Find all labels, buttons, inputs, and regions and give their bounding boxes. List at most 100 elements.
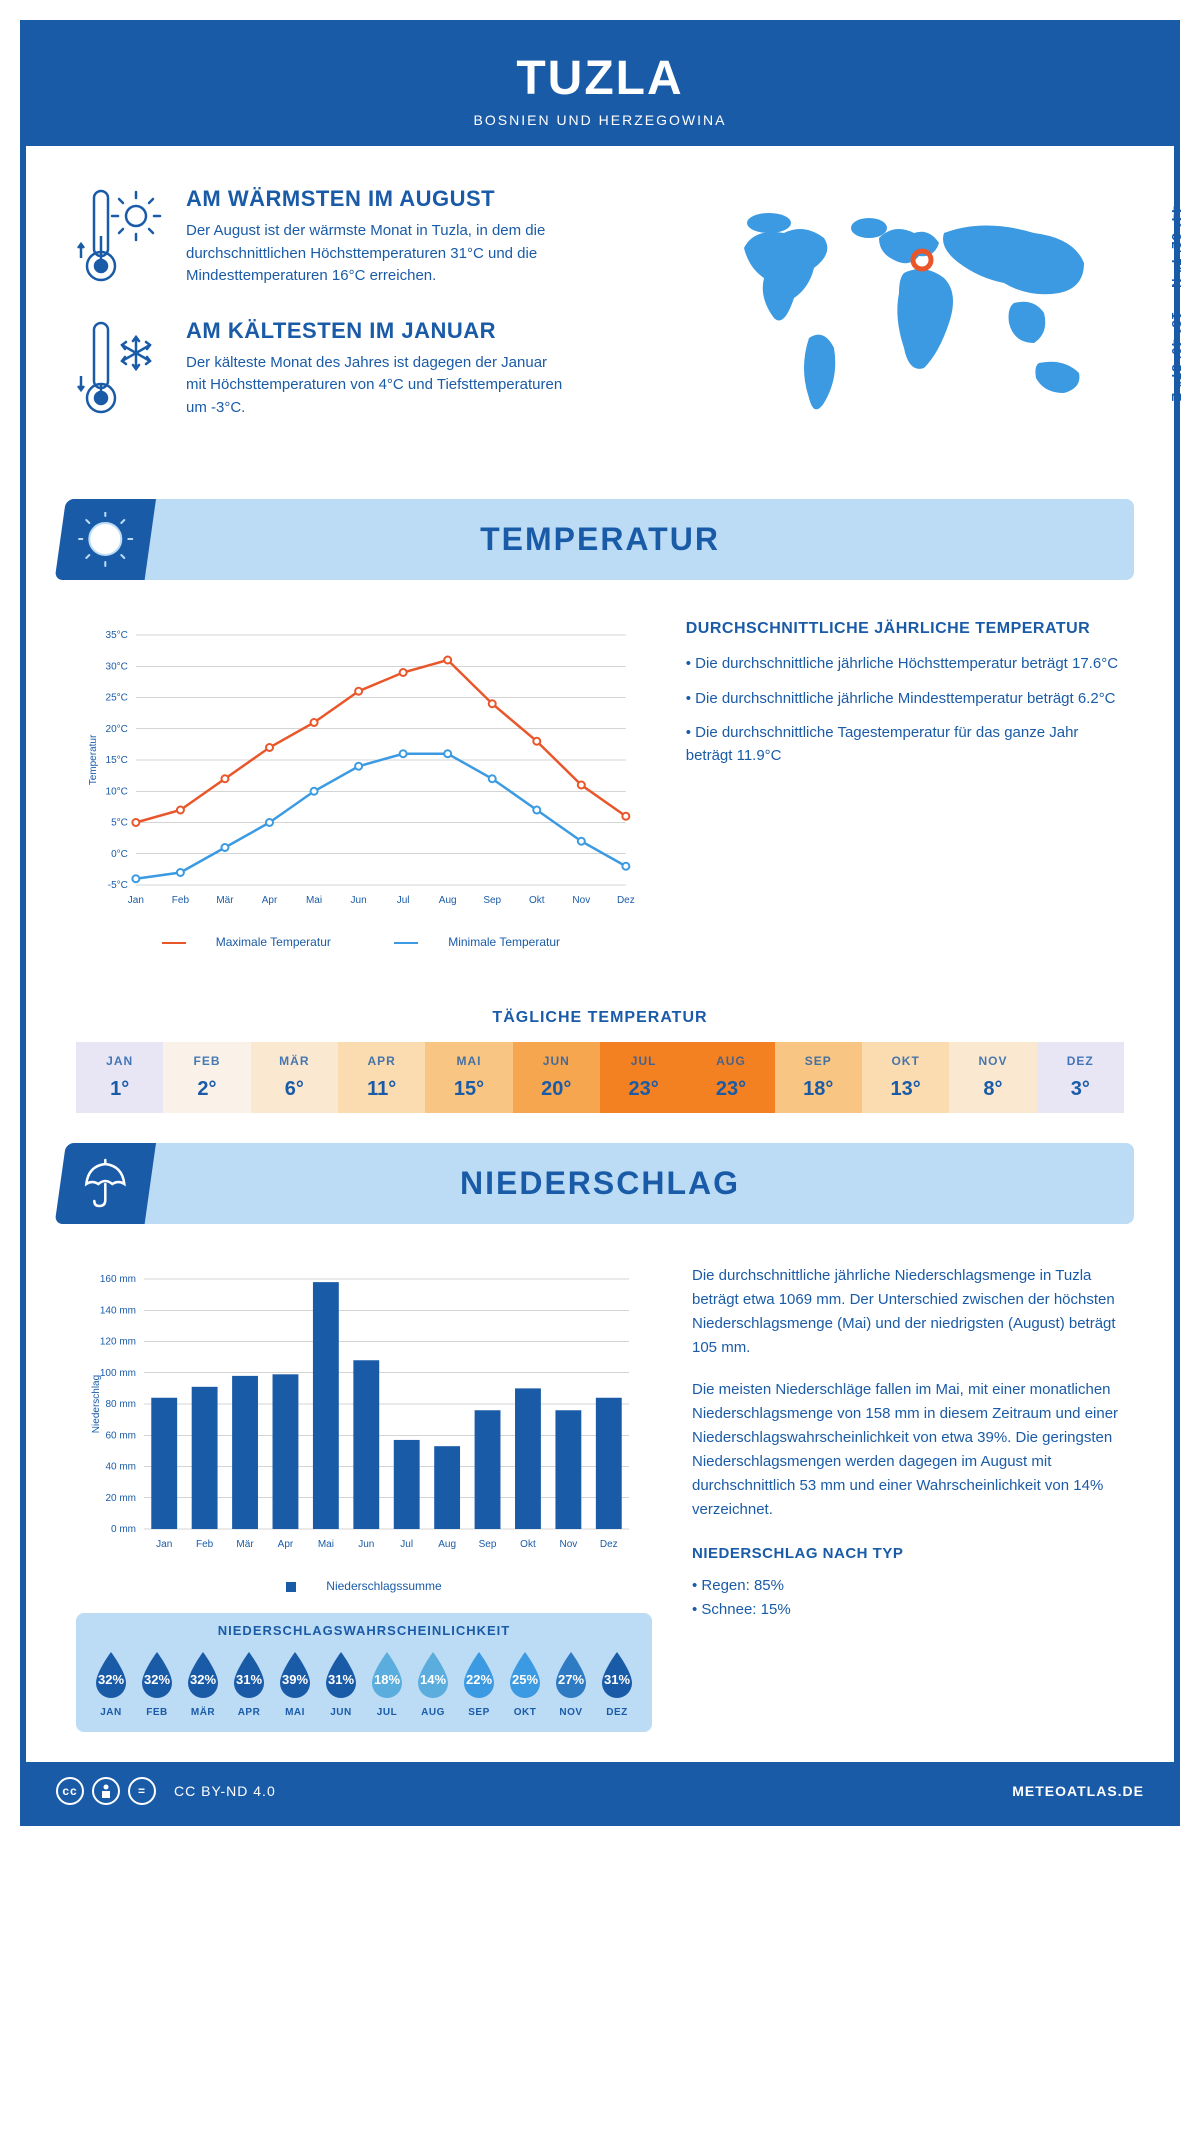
legend-bar: Niederschlagssumme — [326, 1579, 441, 1593]
svg-text:14%: 14% — [420, 1672, 446, 1687]
coldest-title: AM KÄLTESTEN IM JANUAR — [186, 318, 566, 344]
svg-text:Apr: Apr — [262, 895, 278, 906]
drop-item: 14% AUG — [410, 1650, 456, 1718]
svg-text:Jun: Jun — [358, 1539, 374, 1550]
svg-text:Nov: Nov — [559, 1539, 577, 1550]
svg-text:Jan: Jan — [156, 1539, 172, 1550]
drop-item: 25% OKT — [502, 1650, 548, 1718]
drop-item: 32% MÄR — [180, 1650, 226, 1718]
svg-text:Dez: Dez — [617, 895, 635, 906]
drop-item: 27% NOV — [548, 1650, 594, 1718]
precipitation-section-header: NIEDERSCHLAG — [66, 1143, 1134, 1224]
svg-text:Aug: Aug — [438, 1539, 456, 1550]
svg-text:31%: 31% — [604, 1672, 630, 1687]
heat-cell: DEZ3° — [1037, 1042, 1124, 1113]
heat-cell: JUN20° — [513, 1042, 600, 1113]
svg-text:Niederschlag: Niederschlag — [91, 1375, 102, 1433]
svg-text:18%: 18% — [374, 1672, 400, 1687]
svg-text:22%: 22% — [466, 1672, 492, 1687]
heat-cell: MÄR6° — [251, 1042, 338, 1113]
warmest-title: AM WÄRMSTEN IM AUGUST — [186, 186, 566, 212]
precip-text-2: Die meisten Niederschläge fallen im Mai,… — [692, 1378, 1124, 1522]
svg-text:Mär: Mär — [236, 1539, 254, 1550]
site-name: METEOATLAS.DE — [1012, 1783, 1144, 1799]
warmest-block: AM WÄRMSTEN IM AUGUST Der August ist der… — [76, 186, 664, 288]
svg-text:20°C: 20°C — [106, 724, 128, 735]
temperature-line-chart: -5°C0°C5°C10°C15°C20°C25°C30°C35°CJanFeb… — [76, 620, 646, 949]
svg-text:10°C: 10°C — [106, 786, 128, 797]
heat-cell: SEP18° — [775, 1042, 862, 1113]
svg-text:Nov: Nov — [572, 895, 590, 906]
svg-text:Sep: Sep — [483, 895, 501, 906]
drop-item: 32% JAN — [88, 1650, 134, 1718]
drop-item: 31% DEZ — [594, 1650, 640, 1718]
drop-item: 31% APR — [226, 1650, 272, 1718]
cc-icon: cc — [56, 1777, 84, 1805]
svg-text:Dez: Dez — [600, 1539, 618, 1550]
svg-text:120 mm: 120 mm — [100, 1337, 136, 1348]
svg-text:100 mm: 100 mm — [100, 1368, 136, 1379]
svg-text:Feb: Feb — [196, 1539, 214, 1550]
coldest-text: Der kälteste Monat des Jahres ist dagege… — [186, 352, 566, 420]
svg-text:32%: 32% — [190, 1672, 216, 1687]
svg-text:Sep: Sep — [479, 1539, 497, 1550]
drop-item: 32% FEB — [134, 1650, 180, 1718]
heat-cell: JAN1° — [76, 1042, 163, 1113]
svg-text:Temperatur: Temperatur — [88, 734, 99, 785]
svg-text:30°C: 30°C — [106, 661, 128, 672]
license-text: CC BY-ND 4.0 — [174, 1783, 276, 1799]
temperature-heatmap: JAN1°FEB2°MÄR6°APR11°MAI15°JUN20°JUL23°A… — [76, 1042, 1124, 1113]
drop-item: 22% SEP — [456, 1650, 502, 1718]
svg-text:Jan: Jan — [128, 895, 144, 906]
coordinates: 44° 32' 7" N — 18° 40' 57" E — [1169, 206, 1184, 402]
svg-text:0°C: 0°C — [111, 849, 128, 860]
svg-text:0 mm: 0 mm — [111, 1524, 136, 1535]
svg-text:Aug: Aug — [439, 895, 457, 906]
svg-text:Mär: Mär — [216, 895, 234, 906]
svg-text:Apr: Apr — [278, 1539, 294, 1550]
heat-cell: FEB2° — [163, 1042, 250, 1113]
sun-icon — [78, 512, 133, 567]
footer: cc = CC BY-ND 4.0 METEOATLAS.DE — [26, 1762, 1174, 1820]
svg-text:39%: 39% — [282, 1672, 308, 1687]
svg-text:Okt: Okt — [529, 895, 545, 906]
svg-text:Jun: Jun — [351, 895, 367, 906]
svg-text:Mai: Mai — [318, 1539, 334, 1550]
svg-text:40 mm: 40 mm — [105, 1462, 136, 1473]
chart-legend: Maximale Temperatur Minimale Temperatur — [76, 935, 646, 949]
svg-text:15°C: 15°C — [106, 755, 128, 766]
svg-text:Jul: Jul — [397, 895, 410, 906]
prob-title: NIEDERSCHLAGSWAHRSCHEINLICHKEIT — [88, 1623, 640, 1638]
precipitation-bar-chart: 0 mm20 mm40 mm60 mm80 mm100 mm120 mm140 … — [76, 1264, 652, 1593]
svg-text:60 mm: 60 mm — [105, 1430, 136, 1441]
main-frame: TUZLA BOSNIEN UND HERZEGOWINA — [20, 20, 1180, 1826]
warmest-text: Der August ist der wärmste Monat in Tuzl… — [186, 220, 566, 288]
drop-item: 18% JUL — [364, 1650, 410, 1718]
precip-text-1: Die durchschnittliche jährliche Niedersc… — [692, 1264, 1124, 1360]
svg-text:5°C: 5°C — [111, 818, 128, 829]
umbrella-icon — [78, 1156, 133, 1211]
svg-text:160 mm: 160 mm — [100, 1274, 136, 1285]
svg-text:25°C: 25°C — [106, 693, 128, 704]
svg-text:25%: 25% — [512, 1672, 538, 1687]
svg-text:32%: 32% — [144, 1672, 170, 1687]
heat-cell: NOV8° — [949, 1042, 1036, 1113]
city-title: TUZLA — [26, 51, 1174, 106]
svg-text:20 mm: 20 mm — [105, 1493, 136, 1504]
precip-type-bullet: • Regen: 85% — [692, 1574, 1124, 1598]
legend-max: Maximale Temperatur — [216, 935, 331, 949]
drop-item: 31% JUN — [318, 1650, 364, 1718]
bar-legend: Niederschlagssumme — [76, 1579, 652, 1593]
temperature-title: TEMPERATUR — [480, 521, 720, 557]
svg-text:27%: 27% — [558, 1672, 584, 1687]
precipitation-probability: NIEDERSCHLAGSWAHRSCHEINLICHKEIT 32% JAN … — [76, 1613, 652, 1732]
heat-cell: OKT13° — [862, 1042, 949, 1113]
by-icon — [92, 1777, 120, 1805]
svg-text:-5°C: -5°C — [108, 880, 128, 891]
drop-item: 39% MAI — [272, 1650, 318, 1718]
svg-text:31%: 31% — [328, 1672, 354, 1687]
daily-temp-title: TÄGLICHE TEMPERATUR — [26, 1009, 1174, 1027]
svg-text:Okt: Okt — [520, 1539, 536, 1550]
nd-icon: = — [128, 1777, 156, 1805]
coldest-block: AM KÄLTESTEN IM JANUAR Der kälteste Mona… — [76, 318, 664, 420]
